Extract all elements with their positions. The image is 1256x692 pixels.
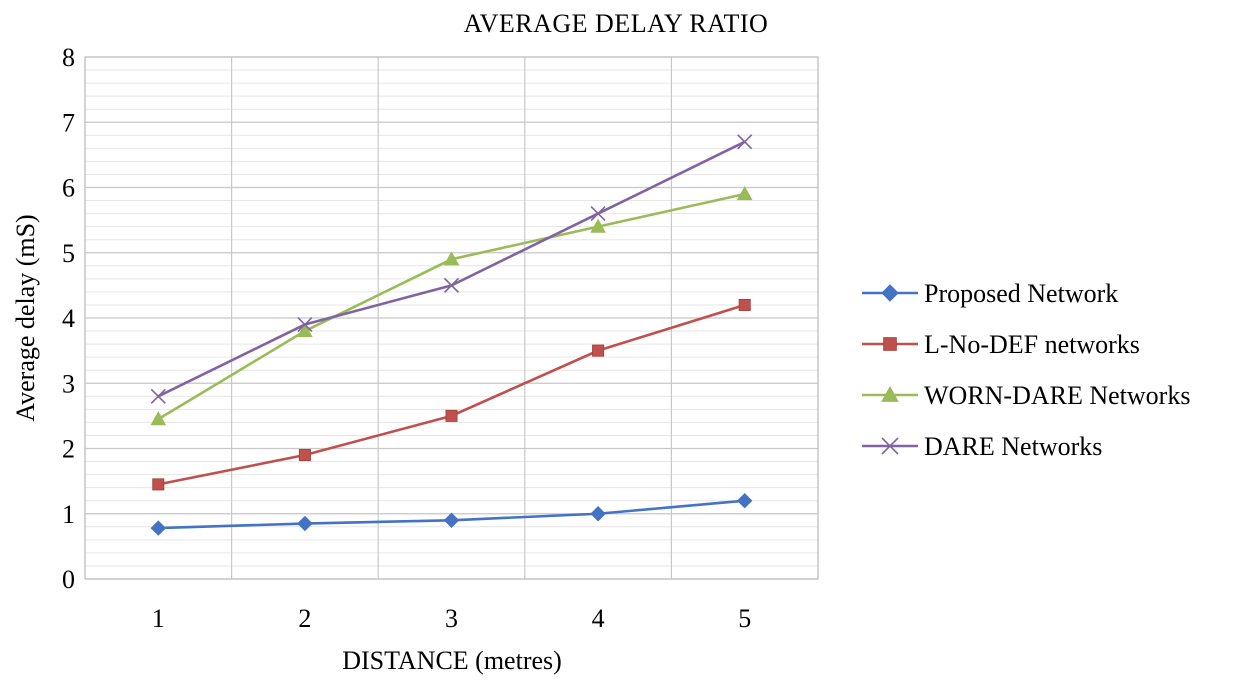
legend-label: WORN-DARE Networks <box>924 381 1190 410</box>
series-line <box>158 303 746 486</box>
legend-marker <box>881 284 899 302</box>
data-point <box>590 218 606 233</box>
x-tick-label: 2 <box>298 604 311 633</box>
data-point <box>443 251 460 266</box>
series-line <box>157 140 746 398</box>
series-0 <box>150 492 753 536</box>
data-point <box>298 449 311 462</box>
data-point <box>737 134 753 150</box>
x-axis-ticks: 1 2 3 4 5 <box>152 604 751 633</box>
data-point <box>590 206 606 222</box>
y-axis-ticks: 0 1 2 3 4 5 6 7 8 <box>62 43 75 594</box>
y-tick-label: 8 <box>62 43 75 72</box>
y-tick-label: 4 <box>62 304 75 333</box>
series-2 <box>150 185 753 426</box>
legend-label: Proposed Network <box>924 279 1118 308</box>
data-point <box>150 411 167 426</box>
data-point <box>445 409 458 422</box>
data-point <box>443 277 460 293</box>
x-axis-label: DISTANCE (metres) <box>342 646 562 675</box>
y-tick-label: 3 <box>62 369 75 398</box>
y-tick-label: 2 <box>62 435 75 464</box>
series-line <box>157 192 745 421</box>
data-point <box>150 520 167 536</box>
x-tick-label: 4 <box>592 604 605 633</box>
data-point <box>297 515 313 532</box>
data-point <box>738 298 751 311</box>
series-1 <box>152 298 751 491</box>
legend-label: DARE Networks <box>924 432 1102 461</box>
data-point <box>590 506 606 522</box>
x-tick-label: 5 <box>738 604 751 633</box>
y-tick-label: 7 <box>62 108 75 137</box>
data-point <box>297 316 313 333</box>
x-tick-label: 1 <box>152 604 165 633</box>
chart-title: AVERAGE DELAY RATIO <box>464 9 769 38</box>
series-layer <box>150 134 753 536</box>
legend-item: WORN-DARE Networks <box>862 381 1190 410</box>
y-tick-label: 6 <box>62 174 75 203</box>
legend-marker <box>881 437 899 455</box>
legend-marker <box>883 337 897 351</box>
legend-item: Proposed Network <box>862 279 1118 308</box>
plot-border <box>84 56 819 580</box>
y-axis-label: Average delay (mS) <box>11 214 40 421</box>
legend-item: DARE Networks <box>862 432 1102 461</box>
legend: Proposed Network L-No-DEF networks WORN-DA… <box>862 279 1190 461</box>
data-point <box>736 185 753 201</box>
x-tick-label: 3 <box>445 604 458 633</box>
legend-item: L-No-DEF networks <box>862 330 1140 359</box>
data-point <box>150 388 166 404</box>
data-point <box>152 478 165 491</box>
legend-marker <box>881 385 899 402</box>
y-tick-label: 5 <box>62 239 75 268</box>
y-tick-label: 0 <box>62 565 75 594</box>
series-3 <box>150 134 753 404</box>
data-point <box>297 323 313 338</box>
data-point <box>592 344 605 357</box>
major-gridlines <box>84 56 819 580</box>
y-tick-label: 1 <box>62 500 75 529</box>
legend-label: L-No-DEF networks <box>924 330 1140 359</box>
data-point <box>736 492 753 509</box>
data-point <box>443 512 460 528</box>
